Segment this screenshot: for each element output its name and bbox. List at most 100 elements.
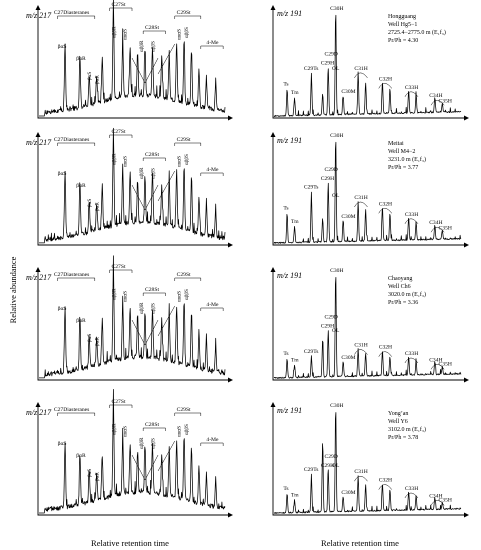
- peak-label-vertical: αββS: [150, 438, 156, 449]
- terpane-peak-label: C32H: [379, 76, 392, 82]
- doublet-curve: [378, 208, 393, 214]
- sterane-trace: [39, 255, 226, 379]
- x-axis-arrow: [464, 115, 469, 121]
- envelope-c28: [131, 319, 159, 346]
- sample-pr-ph: Pr/Ph = 3.78: [388, 435, 418, 441]
- bracket-4me: [200, 172, 224, 176]
- bracket-4me: [200, 307, 224, 311]
- terpane-peak-label: OL: [332, 193, 340, 199]
- terpane-peak-label: C34H: [429, 93, 442, 99]
- terpane-peak-label: C29H: [321, 463, 334, 469]
- sterane-panel-2: m/z 217 C27Diasteranes C27St C28St C29St 4-Me…: [26, 127, 233, 248]
- label-4me: 4-Me: [206, 302, 219, 308]
- doublet-curve: [354, 201, 368, 208]
- terpane-peak-label: Tm: [291, 90, 299, 96]
- envelope-c28: [131, 184, 159, 211]
- terpane-peak-label: C35H: [439, 98, 452, 104]
- terpane-trace: [273, 412, 462, 514]
- axis-lines: [37, 403, 232, 516]
- bracket-c29st: [174, 277, 202, 281]
- terpane-peak-label: C31H: [354, 469, 367, 475]
- x-axis-arrow: [228, 115, 233, 121]
- envelope-c28: [131, 57, 159, 84]
- doublet-curve: [378, 484, 393, 490]
- ion-label-217: m/z 217: [26, 138, 52, 147]
- bracket-c28st: [142, 30, 166, 34]
- doublet-curve: [404, 492, 419, 499]
- label-ba-r: βαR: [76, 56, 86, 62]
- label-c27-diasteranes: C27Diasteranes: [54, 137, 89, 143]
- peak-label-vertical: αββR: [111, 153, 117, 165]
- label-ba-r: βαR: [76, 318, 86, 324]
- doublet-curve: [354, 72, 368, 79]
- sample-depth: 3020.0 m (E₁f₃): [388, 291, 426, 298]
- terpane-peak-label: Ts: [283, 351, 288, 357]
- peak-label-vertical: αββS: [184, 289, 190, 300]
- terpane-peak-label: C32H: [379, 478, 392, 484]
- bracket-c29st: [174, 142, 202, 146]
- terpane-peak-label: C33H: [405, 212, 418, 218]
- terpane-peak-label: C35H: [439, 498, 452, 504]
- sample-field: Hongguang: [388, 14, 416, 20]
- doublet-curve: [430, 99, 445, 106]
- label-ba-s: βαS: [58, 441, 67, 447]
- sample-depth: 3231.0 m (E₁f₃): [388, 156, 426, 163]
- terpane-peak-label: C30H: [330, 403, 343, 409]
- doublet-curve: [404, 218, 419, 224]
- peak-label-vertical: αααS: [176, 29, 182, 40]
- terpane-peak-label: C33H: [405, 351, 418, 357]
- envelope-c29: [157, 440, 175, 472]
- bracket-c29st: [174, 412, 202, 416]
- terpane-peak-label: OL: [332, 328, 340, 334]
- terpane-peak-label: Tm: [291, 357, 299, 363]
- terpane-peak-label: C29D: [324, 167, 337, 173]
- terpane-peak-label: C29D: [324, 52, 337, 58]
- label-c27st: C27St: [112, 264, 126, 270]
- doublet-curve: [404, 91, 419, 97]
- terpane-peak-label: OL: [332, 66, 340, 72]
- peak-label-small: βαS: [87, 334, 93, 342]
- bracket-c27-diasteranes: [57, 15, 96, 19]
- peak-label-small: βαS: [87, 469, 93, 477]
- terpane-peak-label: C29Ts: [304, 349, 319, 355]
- terpane-peak-label: Ts: [283, 206, 288, 212]
- sample-well: Well Hg5−1: [388, 22, 417, 28]
- peak-label-vertical: αββR: [111, 288, 117, 300]
- peak-label-vertical: αααS: [176, 426, 182, 437]
- envelope-c29: [157, 43, 175, 75]
- y-axis-arrow: [35, 267, 41, 272]
- sample-field: Meitai: [388, 141, 404, 147]
- sample-field: Chaoyang: [388, 276, 412, 282]
- sample-well: Well Ch6: [388, 284, 411, 290]
- bracket-c27st: [109, 404, 133, 408]
- sample-depth: 2725.4−2775.0 m (E₁f₃): [388, 29, 446, 36]
- bracket-4me: [200, 45, 224, 49]
- peak-label-vertical: αββS: [184, 27, 190, 38]
- sterane-trace: [39, 127, 226, 244]
- terpane-peak-label: C29Ts: [304, 185, 319, 191]
- x-axis-arrow: [228, 242, 233, 248]
- terpane-peak-label: C29H: [321, 324, 334, 330]
- bracket-c28st: [142, 292, 166, 296]
- axis-lines: [37, 6, 232, 119]
- axis-lines: [272, 133, 468, 246]
- terpane-trace: [273, 14, 462, 117]
- peak-label-vertical: αββR: [139, 302, 145, 314]
- peak-label-vertical: αββR: [139, 437, 145, 449]
- label-ba-s: βαS: [58, 44, 67, 50]
- sample-well: Well Y6: [388, 419, 408, 425]
- peak-label-small: βαR: [95, 202, 101, 211]
- label-c28st: C28St: [145, 287, 159, 293]
- terpane-peak-label: C30M: [341, 355, 355, 361]
- terpane-peak-label: C30H: [330, 133, 343, 139]
- sample-depth: 3102.0 m (E₁f₃): [388, 426, 426, 433]
- terpane-trace: [273, 277, 462, 379]
- doublet-curve: [378, 83, 393, 89]
- bracket-c27st: [109, 7, 133, 11]
- envelope-c29: [157, 170, 175, 202]
- doublet-curve: [354, 475, 368, 482]
- sterane-panel-1: m/z 217 C27Diasteranes C27St C28St C29St 4-Me…: [26, 0, 233, 121]
- label-c29st: C29St: [177, 10, 191, 16]
- ion-label-191: m/z 191: [277, 271, 302, 280]
